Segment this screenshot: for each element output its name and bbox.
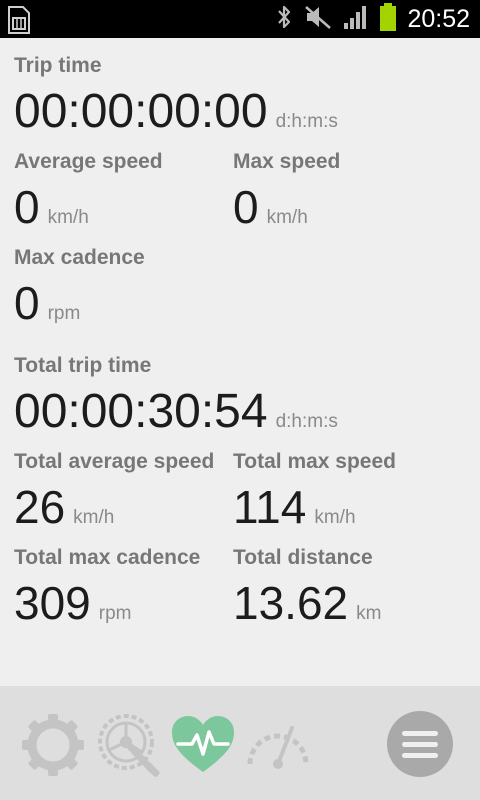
sim-card-icon	[6, 6, 32, 39]
total-average-speed-unit: km/h	[73, 507, 115, 528]
total-distance-unit: km	[356, 603, 382, 624]
total-average-speed-value: 26	[14, 481, 66, 533]
stats-panel: Trip time 00:00:00:00 d:h:m:s Average sp…	[0, 38, 480, 686]
max-cadence-label: Max cadence	[14, 246, 145, 269]
total-max-speed-unit: km/h	[314, 507, 356, 528]
bluetooth-icon	[275, 4, 293, 35]
max-speed-value: 0	[233, 181, 259, 233]
total-max-cadence-value-group: 309 rpm	[14, 576, 131, 630]
total-max-speed-value-group: 114 km/h	[233, 480, 356, 534]
total-trip-time-value-group: 00:00:30:54 d:h:m:s	[14, 384, 338, 439]
bottom-toolbar	[0, 686, 480, 800]
total-trip-time-label: Total trip time	[14, 354, 152, 377]
total-distance-value-group: 13.62 km	[233, 576, 381, 630]
max-cadence-value-group: 0 rpm	[14, 276, 80, 330]
chainring-icon[interactable]	[96, 712, 162, 783]
total-trip-time-unit: d:h:m:s	[275, 411, 338, 432]
battery-icon	[379, 2, 397, 36]
max-speed-unit: km/h	[266, 207, 308, 228]
total-distance-label: Total distance	[233, 546, 373, 569]
speedometer-icon[interactable]	[244, 720, 312, 775]
settings-gear-icon[interactable]	[20, 712, 86, 783]
total-max-cadence-label: Total max cadence	[14, 546, 201, 569]
trip-time-value: 00:00:00:00	[14, 85, 268, 138]
trip-time-value-group: 00:00:00:00 d:h:m:s	[14, 84, 338, 139]
total-max-speed-label: Total max speed	[233, 450, 396, 473]
max-speed-value-group: 0 km/h	[233, 180, 308, 234]
average-speed-label: Average speed	[14, 150, 163, 173]
heart-rate-icon[interactable]	[170, 714, 236, 779]
max-cadence-unit: rpm	[47, 303, 81, 324]
total-distance-value: 13.62	[233, 577, 349, 629]
signal-icon	[343, 4, 369, 35]
average-speed-value-group: 0 km/h	[14, 180, 89, 234]
total-max-speed-value: 114	[233, 481, 307, 533]
total-trip-time-value: 00:00:30:54	[14, 385, 268, 438]
total-average-speed-value-group: 26 km/h	[14, 480, 114, 534]
average-speed-unit: km/h	[47, 207, 89, 228]
total-average-speed-label: Total average speed	[14, 450, 215, 473]
average-speed-value: 0	[14, 181, 40, 233]
total-max-cadence-value: 309	[14, 577, 91, 629]
trip-time-unit: d:h:m:s	[275, 111, 338, 132]
total-max-cadence-unit: rpm	[98, 603, 132, 624]
status-time: 20:52	[407, 4, 470, 33]
trip-time-label: Trip time	[14, 54, 102, 77]
status-bar: 20:52	[0, 0, 480, 38]
max-speed-label: Max speed	[233, 150, 341, 173]
mute-icon	[303, 4, 333, 35]
max-cadence-value: 0	[14, 277, 40, 329]
menu-icon[interactable]	[386, 710, 454, 778]
menu-button[interactable]	[386, 710, 454, 783]
